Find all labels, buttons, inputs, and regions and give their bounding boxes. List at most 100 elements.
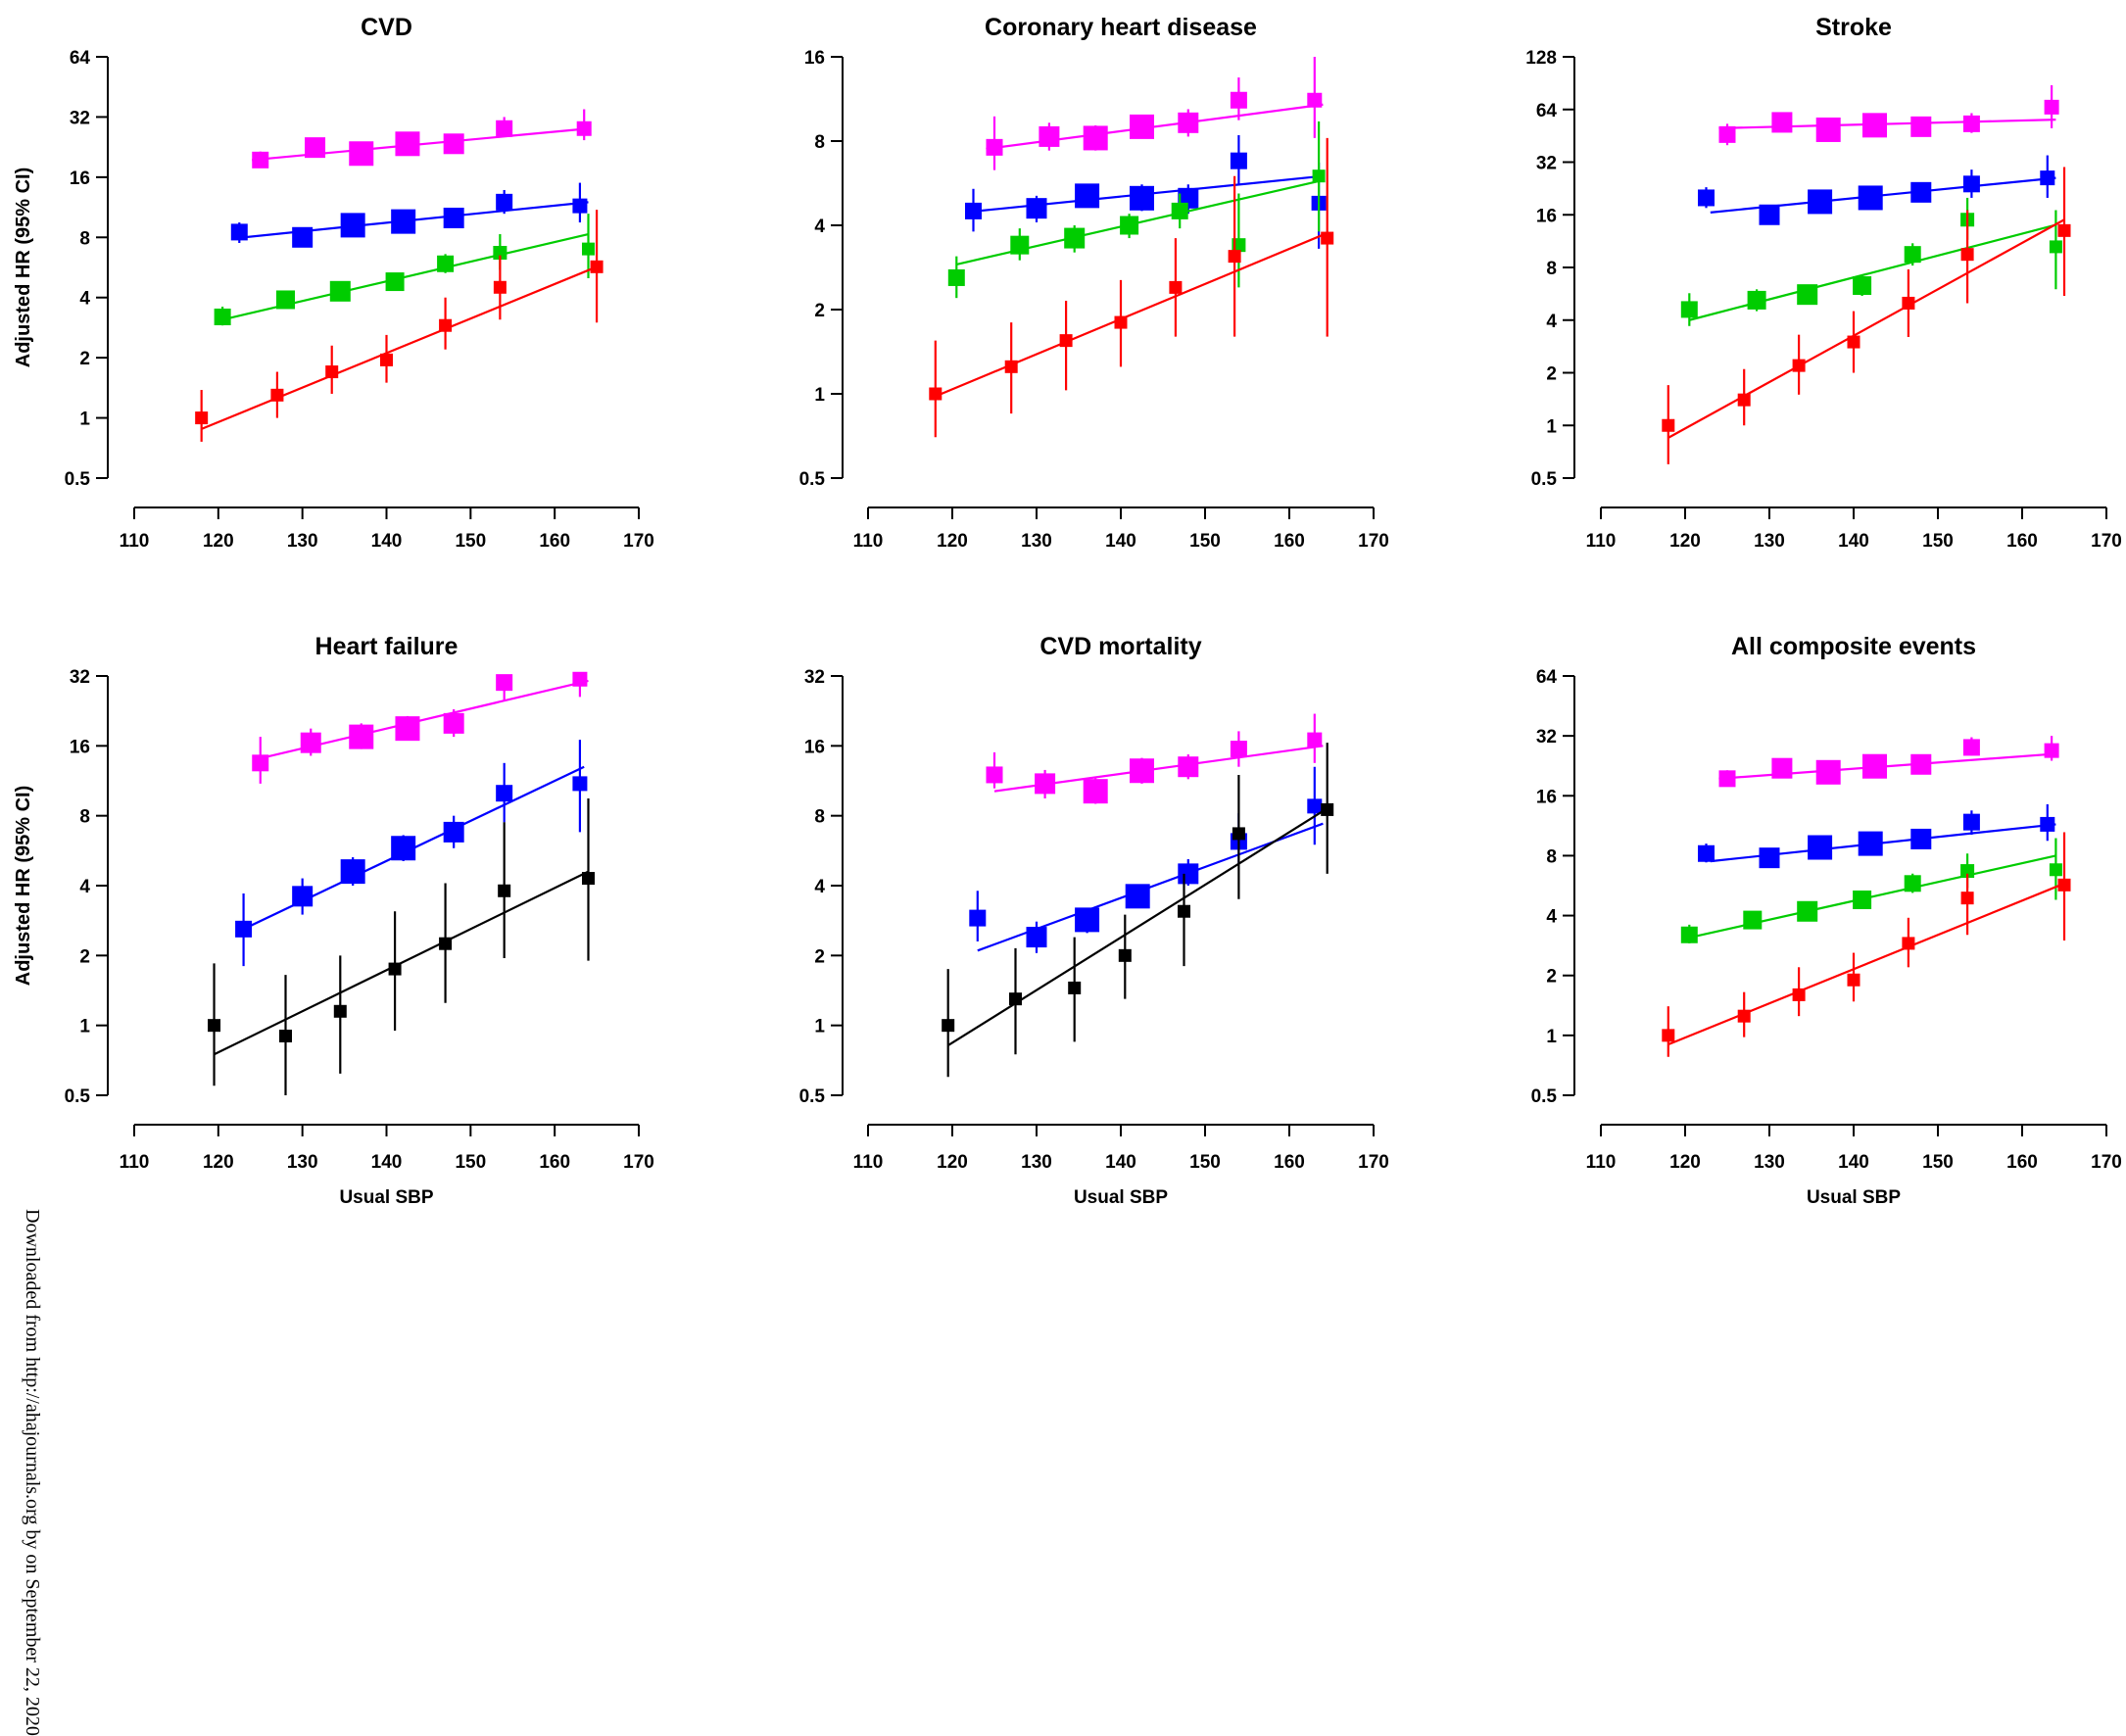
x-tick-label: 170 <box>2091 531 2122 552</box>
point-marker <box>1010 235 1030 255</box>
panel-cvd-mortality: CVD mortality 0.5 1 2 4 8 16 32 110 120 130 140 150 1… <box>799 633 1389 1208</box>
point-marker <box>582 242 595 256</box>
point-marker <box>1962 813 1980 831</box>
y-tick-label: 2 <box>814 301 825 321</box>
point-marker <box>2044 743 2059 758</box>
x-tick-label: 150 <box>455 531 486 552</box>
point-marker <box>1307 732 1323 747</box>
point-marker <box>1120 216 1139 235</box>
point-marker <box>2049 240 2062 254</box>
point-marker <box>1858 831 1883 856</box>
series-magenta <box>1718 736 2059 788</box>
x-tick-label: 170 <box>2091 1152 2122 1173</box>
x-tick-label: 150 <box>1922 531 1954 552</box>
point-marker <box>1737 393 1751 407</box>
panel-title: Coronary heart disease <box>985 14 1257 41</box>
point-marker <box>582 872 595 886</box>
y-tick-label: 128 <box>1525 48 1557 69</box>
point-marker <box>969 909 987 927</box>
point-marker <box>1114 315 1128 329</box>
point-marker <box>1759 204 1780 225</box>
series-magenta <box>986 713 1324 804</box>
y-tick-label: 0.5 <box>1531 1086 1558 1107</box>
point-marker <box>1960 248 1974 262</box>
point-marker <box>395 131 420 157</box>
point-marker <box>1910 828 1932 849</box>
point-marker <box>1083 125 1108 151</box>
series-blue <box>230 182 589 248</box>
point-marker <box>498 884 511 897</box>
x-tick-label: 170 <box>623 1152 654 1173</box>
point-marker <box>1075 183 1100 209</box>
point-marker <box>1962 115 1980 132</box>
panel-all-composite-events: All composite events 0.5 1 2 4 8 16 32 64 110 120 1… <box>1531 633 2122 1208</box>
point-marker <box>1083 779 1108 804</box>
point-marker <box>340 859 365 885</box>
point-marker <box>572 776 588 792</box>
point-marker <box>1792 359 1806 372</box>
point-marker <box>279 1030 292 1043</box>
y-tick-label: 64 <box>70 48 91 69</box>
point-marker <box>942 1019 955 1033</box>
point-marker <box>1792 988 1806 1001</box>
point-marker <box>385 272 405 292</box>
point-marker <box>1169 280 1183 294</box>
x-tick-label: 120 <box>203 531 234 552</box>
y-tick-label: 0.5 <box>1531 469 1558 490</box>
x-tick-label: 120 <box>1669 1152 1701 1173</box>
point-marker <box>1797 900 1818 922</box>
point-marker <box>496 674 513 692</box>
point-marker <box>1312 169 1326 183</box>
point-marker <box>214 308 231 325</box>
y-tick-label: 16 <box>70 169 90 189</box>
x-tick-label: 130 <box>1021 1152 1052 1173</box>
point-marker <box>1808 189 1833 215</box>
point-marker <box>443 712 464 734</box>
point-marker <box>292 226 314 248</box>
point-marker <box>1910 181 1932 203</box>
point-marker <box>1230 91 1247 109</box>
point-marker <box>1064 227 1086 249</box>
point-marker <box>349 141 374 167</box>
point-marker <box>443 133 464 155</box>
point-marker <box>2049 863 2062 877</box>
x-tick-label: 110 <box>853 1152 884 1173</box>
point-marker <box>590 260 604 273</box>
y-tick-label: 16 <box>804 737 825 757</box>
point-marker <box>986 138 1003 156</box>
y-tick-label: 8 <box>79 228 90 249</box>
point-marker <box>1178 756 1199 778</box>
y-tick-label: 16 <box>1536 787 1557 807</box>
y-tick-label: 2 <box>79 946 90 967</box>
point-marker <box>252 151 269 169</box>
point-marker <box>333 1004 347 1018</box>
x-tick-label: 150 <box>1189 1152 1221 1173</box>
x-tick-label: 140 <box>371 531 403 552</box>
x-tick-label: 110 <box>853 531 884 552</box>
point-marker <box>380 353 393 366</box>
point-marker <box>965 202 982 219</box>
fit-line <box>1667 882 2065 1046</box>
point-marker <box>1904 246 1921 264</box>
y-tick-label: 16 <box>1536 206 1557 226</box>
y-tick-label: 1 <box>814 385 825 406</box>
series-blue <box>1698 155 2056 225</box>
x-tick-label: 130 <box>287 531 318 552</box>
point-marker <box>493 246 507 261</box>
download-watermark: Downloaded from http://ahajournals.org b… <box>22 1209 43 1736</box>
y-tick-label: 4 <box>1546 907 1557 928</box>
x-tick-label: 160 <box>2006 531 2038 552</box>
x-tick-label: 130 <box>1021 531 1052 552</box>
series-green <box>1680 197 2062 326</box>
x-tick-label: 110 <box>120 1152 150 1173</box>
panel-title: CVD <box>361 14 412 41</box>
point-marker <box>1068 981 1082 994</box>
point-marker <box>443 208 464 229</box>
x-axis-label: Usual SBP <box>339 1187 433 1208</box>
x-tick-label: 120 <box>203 1152 234 1173</box>
point-marker <box>1307 92 1323 108</box>
y-tick-label: 16 <box>804 48 825 69</box>
point-marker <box>391 836 416 861</box>
point-marker <box>1680 926 1698 943</box>
series-magenta <box>252 671 589 784</box>
